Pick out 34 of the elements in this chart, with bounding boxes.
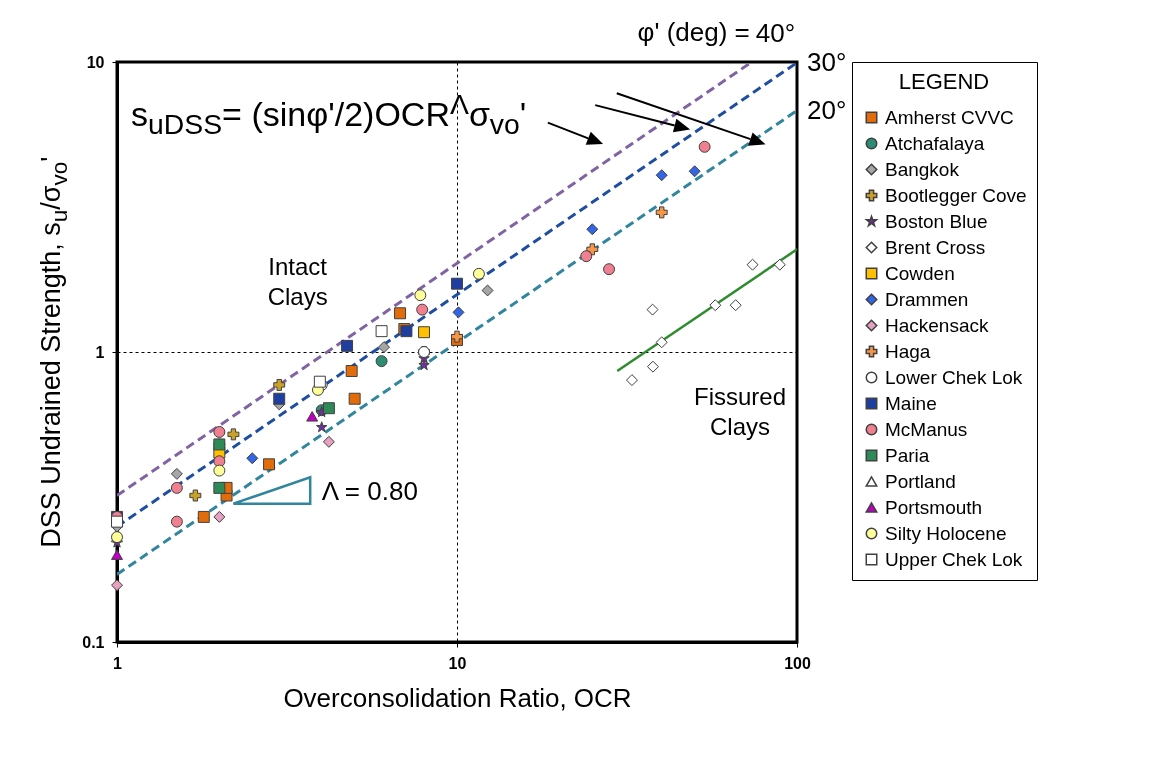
legend-label: Portland: [885, 470, 956, 492]
y-tick-label: 1: [95, 343, 105, 361]
annotation: Λ = 0.80: [321, 476, 418, 508]
series-label: 40°: [755, 18, 796, 48]
legend-label: Cowden: [885, 262, 955, 284]
legend-label: Portsmouth: [885, 496, 983, 518]
annotation: s$_{uDSS}$= (sinφ'/2)OCR$^{Λ}$σ$_{vo}$': [131, 87, 527, 141]
legend-label: Haga: [885, 340, 931, 362]
legend-label: Hackensack: [885, 314, 989, 336]
x-axis-title: Overconsolidation Ratio, OCR: [283, 682, 632, 713]
legend-label: Boston Blue: [885, 210, 988, 232]
x-tick-label: 100: [784, 654, 811, 672]
legend-label: McManus: [885, 418, 968, 440]
annotation: Intact Clays: [266, 251, 329, 312]
series-label: 20°: [807, 94, 847, 125]
legend-label: Lower Chek Lok: [885, 366, 1023, 388]
series-label: 30°: [807, 46, 847, 77]
y-tick-label: 10: [86, 53, 105, 71]
x-tick-label: 1: [113, 654, 123, 672]
legend-label: Silty Holocene: [885, 522, 1007, 544]
legend-label: Paria: [885, 444, 930, 466]
x-tick-label: 10: [448, 654, 467, 672]
legend-label: Brent Cross: [885, 236, 986, 258]
legend-label: Amherst CVVC: [885, 106, 1014, 128]
legend-title: LEGEND: [898, 69, 990, 94]
text: φ' (deg) =: [637, 16, 750, 48]
legend-label: Atchafalaya: [885, 132, 985, 154]
legend-label: Upper Chek Lok: [885, 548, 1023, 570]
legend-label: Bootlegger Cove: [885, 184, 1027, 206]
legend-label: Drammen: [885, 288, 969, 310]
annotation: Fissured Clays: [693, 382, 788, 443]
legend-label: Bangkok: [885, 158, 960, 180]
y-tick-label: 0.1: [82, 633, 105, 651]
legend-label: Maine: [885, 392, 937, 414]
